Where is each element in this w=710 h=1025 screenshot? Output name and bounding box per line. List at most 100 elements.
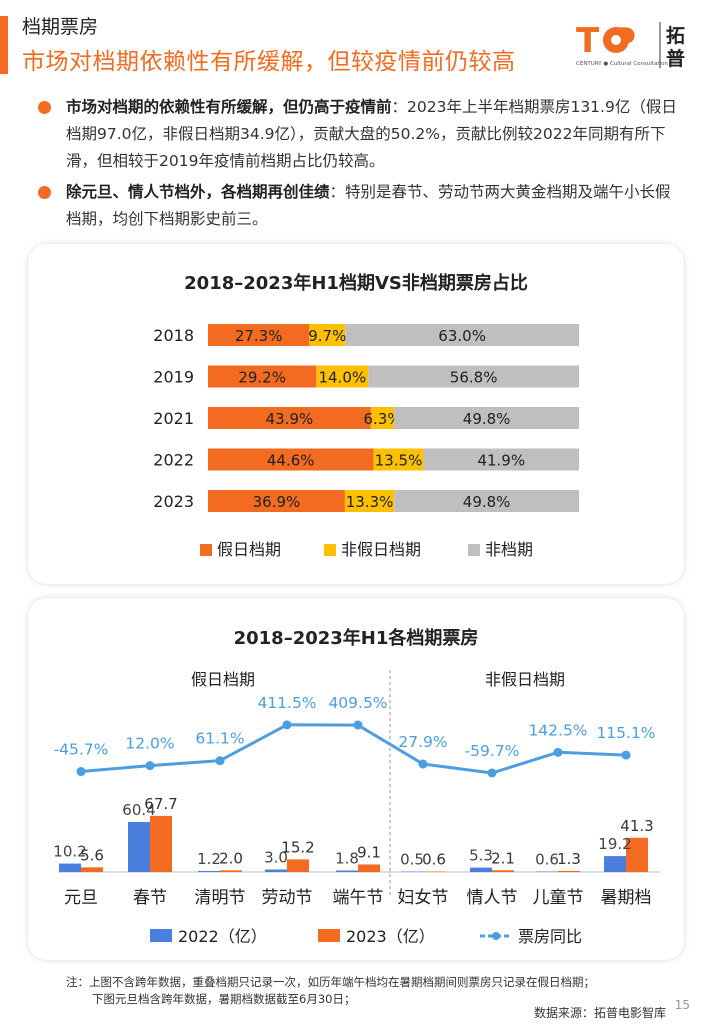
bar-2023 (81, 867, 103, 872)
yoy-label: 61.1% (195, 730, 244, 748)
category-label: 端午节 (333, 888, 384, 908)
data-label-2023: 5.6 (80, 846, 104, 864)
data-label: 29.2% (238, 369, 286, 387)
share-chart: 2018–2023年H1档期VS非档期票房占比 2018 27.3% 9.7% 63.0… (153, 272, 579, 559)
yoy-point (282, 720, 292, 730)
yoy-label: -45.7% (54, 741, 109, 759)
category-label: 元旦 (64, 888, 98, 908)
data-label: 9.7% (308, 327, 346, 345)
logo-subtitle: CENTURY ● Cultural Consultation (576, 61, 668, 67)
group-label: 假日档期 (191, 670, 255, 689)
yoy-label: 411.5% (257, 694, 316, 712)
category-label: 情人节 (467, 888, 518, 908)
legend-label: 非档期 (485, 540, 533, 559)
data-label-2022: 5.3 (469, 847, 493, 865)
bar-2023 (626, 837, 648, 872)
bar-segment (368, 365, 579, 388)
category-label: 2019 (153, 368, 194, 387)
category-label: 2018 (153, 326, 194, 345)
bar-segment (208, 407, 371, 429)
chart-title: 2018–2023年H1档期VS非档期票房占比 (184, 272, 528, 294)
share-chart-card: 2018–2023年H1档期VS非档期票房占比 2018 27.3% 9.7% 63.0… (28, 244, 684, 584)
yoy-point (418, 759, 428, 769)
data-label-2022: 0.6 (535, 851, 559, 869)
data-label-2022: 0.5 (400, 851, 424, 869)
section-title: 档期票房 (22, 16, 99, 38)
bullet-dot-icon (38, 186, 51, 199)
data-label: 44.6% (267, 452, 315, 470)
bullet-item: 除元旦、情人节档外，各档期再创佳绩：特别是春节、劳动节两大黄金档期及端午小长假档… (38, 179, 683, 233)
bar-segment (344, 490, 395, 512)
data-label-2023: 67.7 (144, 795, 177, 813)
category-label: 2021 (153, 409, 194, 428)
data-label: 43.9% (266, 410, 314, 428)
bar-2023 (558, 870, 580, 872)
bar-segment (316, 365, 369, 388)
category-label: 春节 (133, 888, 167, 908)
yoy-point (76, 767, 86, 777)
logo-cn-2: 普 (666, 47, 685, 70)
legend-swatch (324, 544, 336, 556)
bullet-item: 市场对档期的依赖性有所缓解，但仍高于疫情前：2023年上半年档期票房131.9亿… (38, 94, 683, 175)
bar-segment (394, 407, 579, 429)
data-label-2023: 9.1 (357, 843, 381, 861)
data-label: 6.3% (364, 410, 402, 428)
bar-segment (373, 448, 424, 471)
bar-2022 (604, 856, 626, 872)
yoy-label: 142.5% (528, 721, 587, 739)
chart-title: 2018–2023年H1各档期票房 (234, 627, 479, 649)
yoy-point (553, 747, 563, 757)
bar-2022 (336, 870, 358, 872)
bar-segment (208, 365, 317, 388)
legend-label: 非假日档期 (341, 540, 421, 559)
yoy-label: -59.7% (465, 742, 520, 760)
data-label-2022: 1.8 (335, 850, 359, 868)
data-label-2022: 1.2 (197, 850, 221, 868)
bar-2022 (265, 869, 287, 872)
data-label: 14.0% (318, 369, 366, 387)
bar-segment (423, 448, 579, 471)
data-label: 63.0% (438, 327, 486, 345)
bar-2023 (492, 870, 514, 872)
footnote: 注：上图不含跨年数据，重叠档期只记录一次，如历年端午档均在暑期档期间则票房只记录… (66, 974, 686, 1008)
yoy-point (487, 768, 497, 778)
boxoffice-chart-card: 2018–2023年H1各档期票房 假日档期 非假日档期 10.2 5.6 元旦 60.4 6… (28, 598, 684, 960)
legend-label: 假日档期 (217, 540, 281, 559)
yoy-point (215, 756, 225, 766)
footnote-line-2: 下图元旦档含跨年数据，暑期档数据截至6月30日； (92, 992, 356, 1006)
category-label: 妇女节 (398, 888, 449, 908)
data-label-2023: 15.2 (281, 838, 314, 856)
bullet-list: 市场对档期的依赖性有所缓解，但仍高于疫情前：2023年上半年档期票房131.9亿… (38, 94, 683, 237)
bar-segment (208, 490, 345, 512)
yoy-label: 27.9% (398, 733, 447, 751)
data-label-2023: 2.0 (219, 849, 243, 867)
bar-segment (208, 324, 310, 346)
data-label-2023: 1.3 (557, 850, 581, 868)
data-label: 36.9% (253, 493, 301, 511)
bullet-body: ：特别是春节、劳动节两大黄金档期及端午小长假档期，均创下档期影史前三。 (66, 183, 671, 228)
page-number: 15 (674, 998, 690, 1012)
bar-2022 (470, 867, 492, 872)
logo-cn-1: 拓 (666, 24, 685, 47)
legend-marker (492, 932, 500, 940)
bar-2023 (150, 815, 172, 872)
category-label: 暑期档 (601, 888, 652, 908)
bar-segment (370, 407, 395, 429)
bar-segment (309, 324, 346, 346)
yoy-label: 12.0% (125, 735, 174, 753)
bullet-heading: 市场对档期的依赖性有所缓解，但仍高于疫情前 (66, 98, 392, 116)
legend-swatch (200, 544, 212, 556)
bullet-heading: 除元旦、情人节档外，各档期再创佳绩 (66, 183, 330, 201)
group-label: 非假日档期 (485, 670, 565, 689)
data-label-2022: 60.4 (122, 801, 155, 819)
data-label-2022: 3.0 (264, 849, 288, 867)
data-label-2023: 41.3 (620, 817, 653, 835)
data-label: 13.3% (346, 493, 394, 511)
data-label: 49.8% (463, 493, 511, 511)
data-source: 数据来源：拓普电影智库 (533, 1006, 666, 1020)
legend-label: 2023（亿） (346, 927, 435, 946)
data-label: 27.3% (235, 327, 283, 345)
bullet-body: ：2023年上半年档期票房131.9亿（假日档期97.0亿，非假日档期34.9亿… (66, 98, 677, 170)
category-label: 2022 (153, 451, 194, 470)
